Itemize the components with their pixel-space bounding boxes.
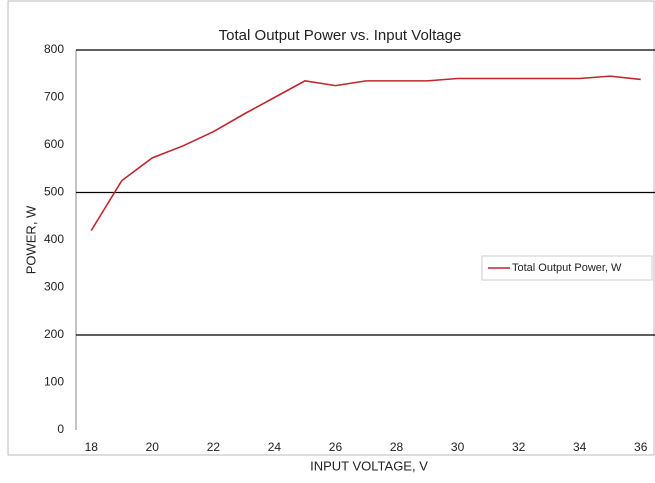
y-tick-label: 0 bbox=[57, 422, 64, 436]
y-tick-label: 800 bbox=[44, 42, 64, 56]
y-tick-label: 700 bbox=[44, 90, 64, 104]
x-tick-label: 18 bbox=[85, 440, 99, 454]
x-tick-label: 22 bbox=[207, 440, 221, 454]
x-tick-label: 34 bbox=[573, 440, 587, 454]
x-tick-label: 24 bbox=[268, 440, 282, 454]
chart-frame bbox=[7, 0, 655, 456]
x-tick-label: 26 bbox=[329, 440, 343, 454]
series-line bbox=[90, 75, 641, 231]
legend-label: Total Output Power, W bbox=[512, 262, 622, 274]
x-tick-label: 36 bbox=[634, 440, 648, 454]
x-tick-label: 30 bbox=[451, 440, 465, 454]
legend-box bbox=[481, 255, 653, 281]
y-tick-label: 300 bbox=[44, 280, 64, 294]
y-tick-label: 100 bbox=[44, 375, 64, 389]
x-tick-label: 28 bbox=[390, 440, 404, 454]
y-axis-label: POWER, W bbox=[23, 205, 38, 274]
y-tick-label: 200 bbox=[44, 327, 64, 341]
y-tick-label: 500 bbox=[44, 185, 64, 199]
chart-title: Total Output Power vs. Input Voltage bbox=[219, 27, 462, 44]
x-tick-label: 20 bbox=[146, 440, 160, 454]
y-tick-label: 600 bbox=[44, 137, 64, 151]
x-tick-label: 32 bbox=[512, 440, 526, 454]
x-axis-label: INPUT VOLTAGE, V bbox=[310, 458, 428, 473]
y-tick-label: 400 bbox=[44, 232, 64, 246]
